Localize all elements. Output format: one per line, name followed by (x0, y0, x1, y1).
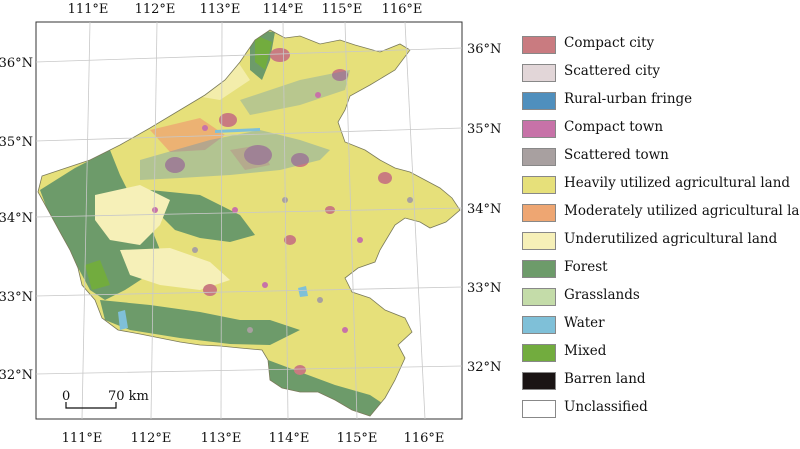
lat-label-right-34: 34°N (467, 202, 501, 217)
lon-label-bottom-114: 114°E (269, 431, 310, 446)
lat-label-right-33: 33°N (467, 281, 501, 296)
lon-label-bottom-115: 115°E (337, 431, 378, 446)
legend-label: Barren land (564, 371, 646, 387)
legend-item: Water (522, 314, 800, 342)
legend-swatch-heavily-utilized (522, 176, 556, 194)
legend-swatch-forest (522, 260, 556, 278)
legend-item: Mixed (522, 342, 800, 370)
legend-label: Scattered town (564, 147, 669, 163)
legend-item: Underutilized agricultural land (522, 230, 800, 258)
lon-label-bottom-112: 112°E (131, 431, 172, 446)
legend-swatch-compact-city (522, 36, 556, 54)
legend-label: Rural-urban fringe (564, 91, 693, 107)
lat-label-right-32: 32°N (467, 360, 501, 375)
lon-label-top-114: 114°E (263, 2, 304, 17)
legend-swatch-unclassified (522, 400, 556, 418)
graticule (35, 21, 463, 420)
legend-label: Compact city (564, 35, 655, 51)
legend-item: Scattered town (522, 146, 800, 174)
legend-swatch-moderately-utilized (522, 204, 556, 222)
lon-label-top-111: 111°E (68, 2, 109, 17)
legend-item: Moderately utilized agricultural land (522, 202, 800, 230)
legend-item: Forest (522, 258, 800, 286)
legend-label: Compact town (564, 119, 664, 135)
scale-bar: 0 70 km (62, 389, 149, 409)
scale-label-end: 70 km (108, 389, 149, 404)
legend-swatch-water (522, 316, 556, 334)
province-outline (37, 29, 461, 417)
legend-item: Grasslands (522, 286, 800, 314)
lon-label-bottom-113: 113°E (201, 431, 242, 446)
legend-swatch-rural-urban-fringe (522, 92, 556, 110)
legend-swatch-underutilized (522, 232, 556, 250)
legend-item: Barren land (522, 370, 800, 398)
legend-swatch-compact-town (522, 120, 556, 138)
lon-label-top-112: 112°E (135, 2, 176, 17)
legend-swatch-scattered-town (522, 148, 556, 166)
legend-label: Mixed (564, 343, 607, 359)
legend-item: Compact town (522, 118, 800, 146)
lat-label-left-32: 32°N (0, 368, 33, 383)
legend-item: Heavily utilized agricultural land (522, 174, 800, 202)
legend-item: Scattered city (522, 62, 800, 90)
lat-label-left-34: 34°N (0, 211, 33, 226)
lon-label-top-113: 113°E (200, 2, 241, 17)
scale-label-zero: 0 (62, 389, 70, 404)
legend-label: Forest (564, 259, 608, 275)
lon-label-top-116: 116°E (382, 2, 423, 17)
legend-label: Moderately utilized agricultural land (564, 203, 800, 219)
legend: Compact city Scattered city Rural-urban … (522, 34, 800, 426)
legend-item: Unclassified (522, 398, 800, 426)
legend-label: Grasslands (564, 287, 640, 303)
legend-label: Scattered city (564, 63, 661, 79)
legend-label: Heavily utilized agricultural land (564, 175, 791, 191)
legend-swatch-barren-land (522, 372, 556, 390)
lat-label-right-36: 36°N (467, 42, 501, 57)
legend-label: Underutilized agricultural land (564, 231, 778, 247)
legend-swatch-mixed (522, 344, 556, 362)
lon-label-bottom-111: 111°E (62, 431, 103, 446)
lat-label-right-35: 35°N (467, 122, 501, 137)
land-use-map: 111°E 112°E 113°E 114°E 115°E 116°E 111°… (0, 2, 501, 446)
legend-swatch-scattered-city (522, 64, 556, 82)
legend-item: Compact city (522, 34, 800, 62)
legend-swatch-grasslands (522, 288, 556, 306)
lat-label-left-33: 33°N (0, 290, 33, 305)
lon-label-top-115: 115°E (322, 2, 363, 17)
legend-label: Water (564, 315, 605, 331)
lat-label-left-36: 36°N (0, 56, 33, 71)
lat-label-left-35: 35°N (0, 135, 33, 150)
lon-label-bottom-116: 116°E (404, 431, 445, 446)
legend-label: Unclassified (564, 399, 648, 415)
legend-item: Rural-urban fringe (522, 90, 800, 118)
